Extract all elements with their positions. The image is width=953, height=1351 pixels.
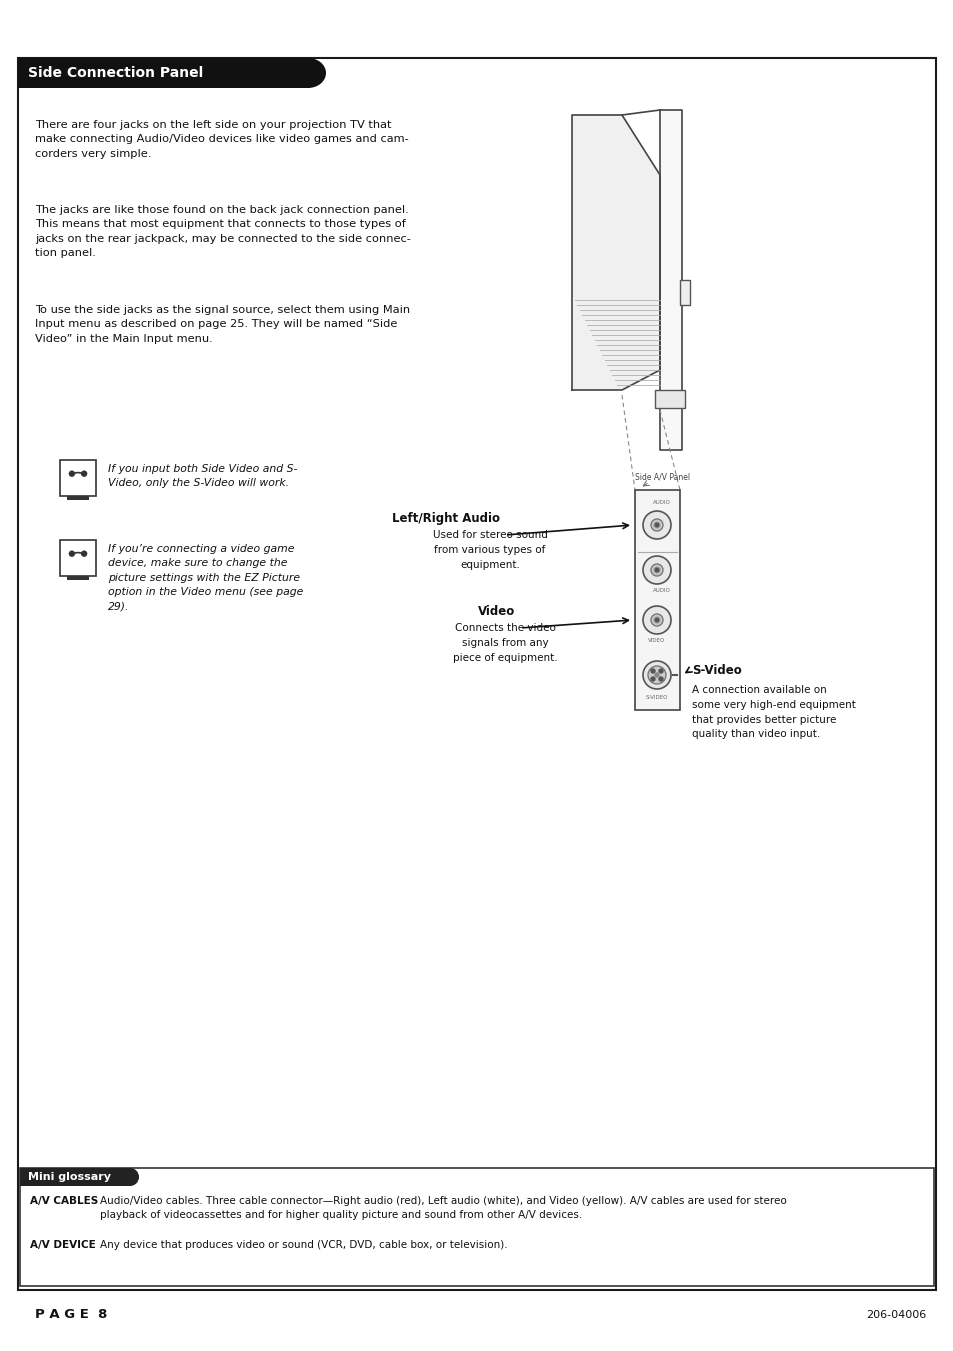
Text: Side A/V Panel: Side A/V Panel — [635, 473, 689, 482]
Text: Side Connection Panel: Side Connection Panel — [28, 66, 203, 80]
Bar — [20, 1169, 933, 1286]
Circle shape — [650, 669, 655, 673]
Circle shape — [650, 677, 655, 681]
Text: VIDEO: VIDEO — [648, 638, 665, 643]
Circle shape — [642, 557, 670, 584]
Text: To use the side jacks as the signal source, select them using Main
Input menu as: To use the side jacks as the signal sour… — [35, 305, 410, 343]
Bar — [18, 58, 308, 88]
Text: Audio/Video cables. Three cable connector—Right audio (red), Left audio (white),: Audio/Video cables. Three cable connecto… — [100, 1196, 786, 1220]
Bar — [290, 58, 310, 88]
Text: Connects the video
signals from any
piece of equipment.: Connects the video signals from any piec… — [453, 623, 557, 662]
Text: If you input both Side Video and S-
Video, only the S-Video will work.: If you input both Side Video and S- Vide… — [108, 463, 297, 489]
Circle shape — [642, 661, 670, 689]
Ellipse shape — [290, 58, 326, 88]
Circle shape — [654, 521, 659, 528]
Bar — [655, 390, 684, 408]
Circle shape — [82, 551, 87, 557]
Text: There are four jacks on the left side on your projection TV that
make connecting: There are four jacks on the left side on… — [35, 120, 408, 159]
Circle shape — [642, 607, 670, 634]
Text: The jacks are like those found on the back jack connection panel.
This means tha: The jacks are like those found on the ba… — [35, 205, 411, 258]
Bar — [60, 540, 96, 576]
Circle shape — [650, 563, 662, 576]
Bar — [67, 496, 89, 500]
Text: If you’re connecting a video game
device, make sure to change the
picture settin: If you’re connecting a video game device… — [108, 544, 303, 612]
Circle shape — [659, 677, 662, 681]
Circle shape — [659, 669, 662, 673]
Circle shape — [82, 471, 87, 476]
Bar — [67, 576, 89, 580]
Ellipse shape — [121, 1169, 139, 1186]
Bar — [60, 459, 96, 496]
Bar — [635, 490, 679, 711]
Text: S-Video: S-Video — [691, 663, 741, 677]
Circle shape — [70, 471, 74, 476]
Circle shape — [650, 613, 662, 626]
Text: P A G E  8: P A G E 8 — [35, 1309, 108, 1321]
Circle shape — [642, 511, 670, 539]
Text: Any device that produces video or sound (VCR, DVD, cable box, or television).: Any device that produces video or sound … — [100, 1240, 507, 1250]
Text: 206-04006: 206-04006 — [864, 1310, 925, 1320]
Text: A/V DEVICE: A/V DEVICE — [30, 1240, 95, 1250]
Text: Mini glossary: Mini glossary — [28, 1173, 111, 1182]
Text: Video: Video — [477, 605, 515, 617]
Circle shape — [654, 617, 659, 623]
Text: A/V CABLES: A/V CABLES — [30, 1196, 98, 1206]
Circle shape — [650, 519, 662, 531]
Bar — [20, 1169, 130, 1186]
Text: AUDIO: AUDIO — [653, 588, 670, 593]
Text: Used for stereo sound
from various types of
equipment.: Used for stereo sound from various types… — [432, 530, 547, 570]
Circle shape — [655, 673, 659, 677]
Circle shape — [647, 666, 665, 684]
Polygon shape — [572, 115, 659, 390]
Polygon shape — [659, 109, 681, 450]
Text: S-VIDEO: S-VIDEO — [645, 694, 667, 700]
Circle shape — [654, 567, 659, 573]
Text: AUDIO: AUDIO — [653, 500, 670, 505]
Bar — [679, 280, 689, 305]
Circle shape — [70, 551, 74, 557]
Text: Left/Right Audio: Left/Right Audio — [392, 512, 499, 526]
Text: A connection available on
some very high-end equipment
that provides better pict: A connection available on some very high… — [691, 685, 855, 739]
